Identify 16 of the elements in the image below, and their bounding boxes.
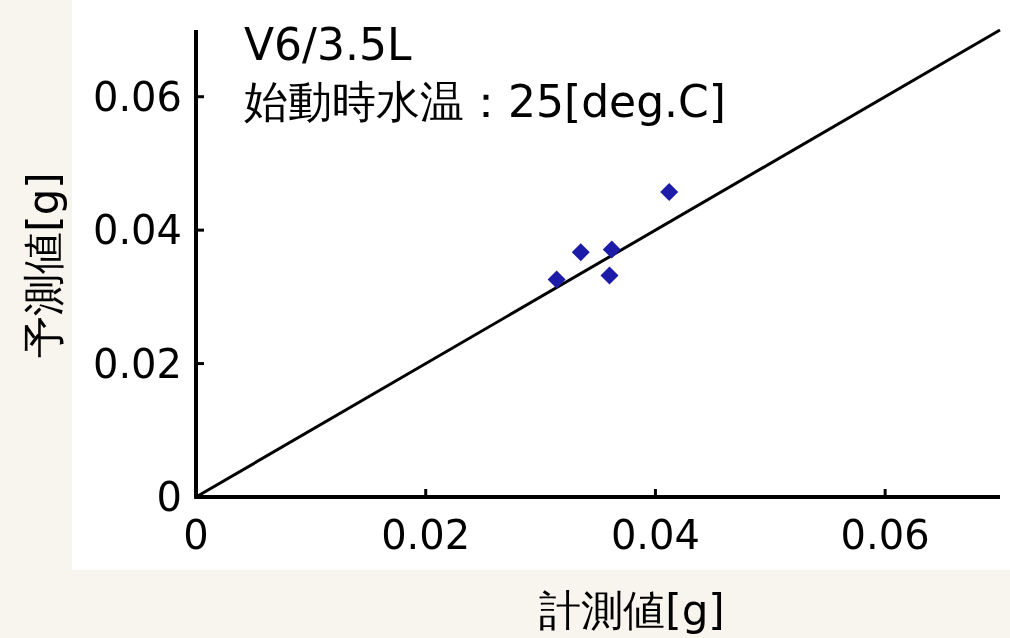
- y-tick-label: 0: [156, 474, 182, 520]
- x-tick-label: 0.06: [840, 512, 930, 558]
- annotation: 始動時水温：25[deg.C]: [244, 76, 726, 127]
- x-axis-title: 計測値[g]: [539, 586, 725, 635]
- point: [602, 240, 621, 259]
- y-tick-label: 0.04: [92, 207, 182, 254]
- point: [547, 270, 566, 289]
- y-tick-label: 0.06: [92, 73, 182, 120]
- annotation: V6/3.5L: [244, 19, 412, 70]
- point: [600, 266, 619, 285]
- x-tick-label: 0.02: [381, 512, 471, 558]
- y-tick-label: 0.02: [92, 340, 182, 387]
- y-axis-title: 予測値[g]: [19, 172, 68, 358]
- x-tick-label: 0.04: [610, 512, 700, 558]
- point: [660, 183, 679, 202]
- point: [571, 243, 590, 262]
